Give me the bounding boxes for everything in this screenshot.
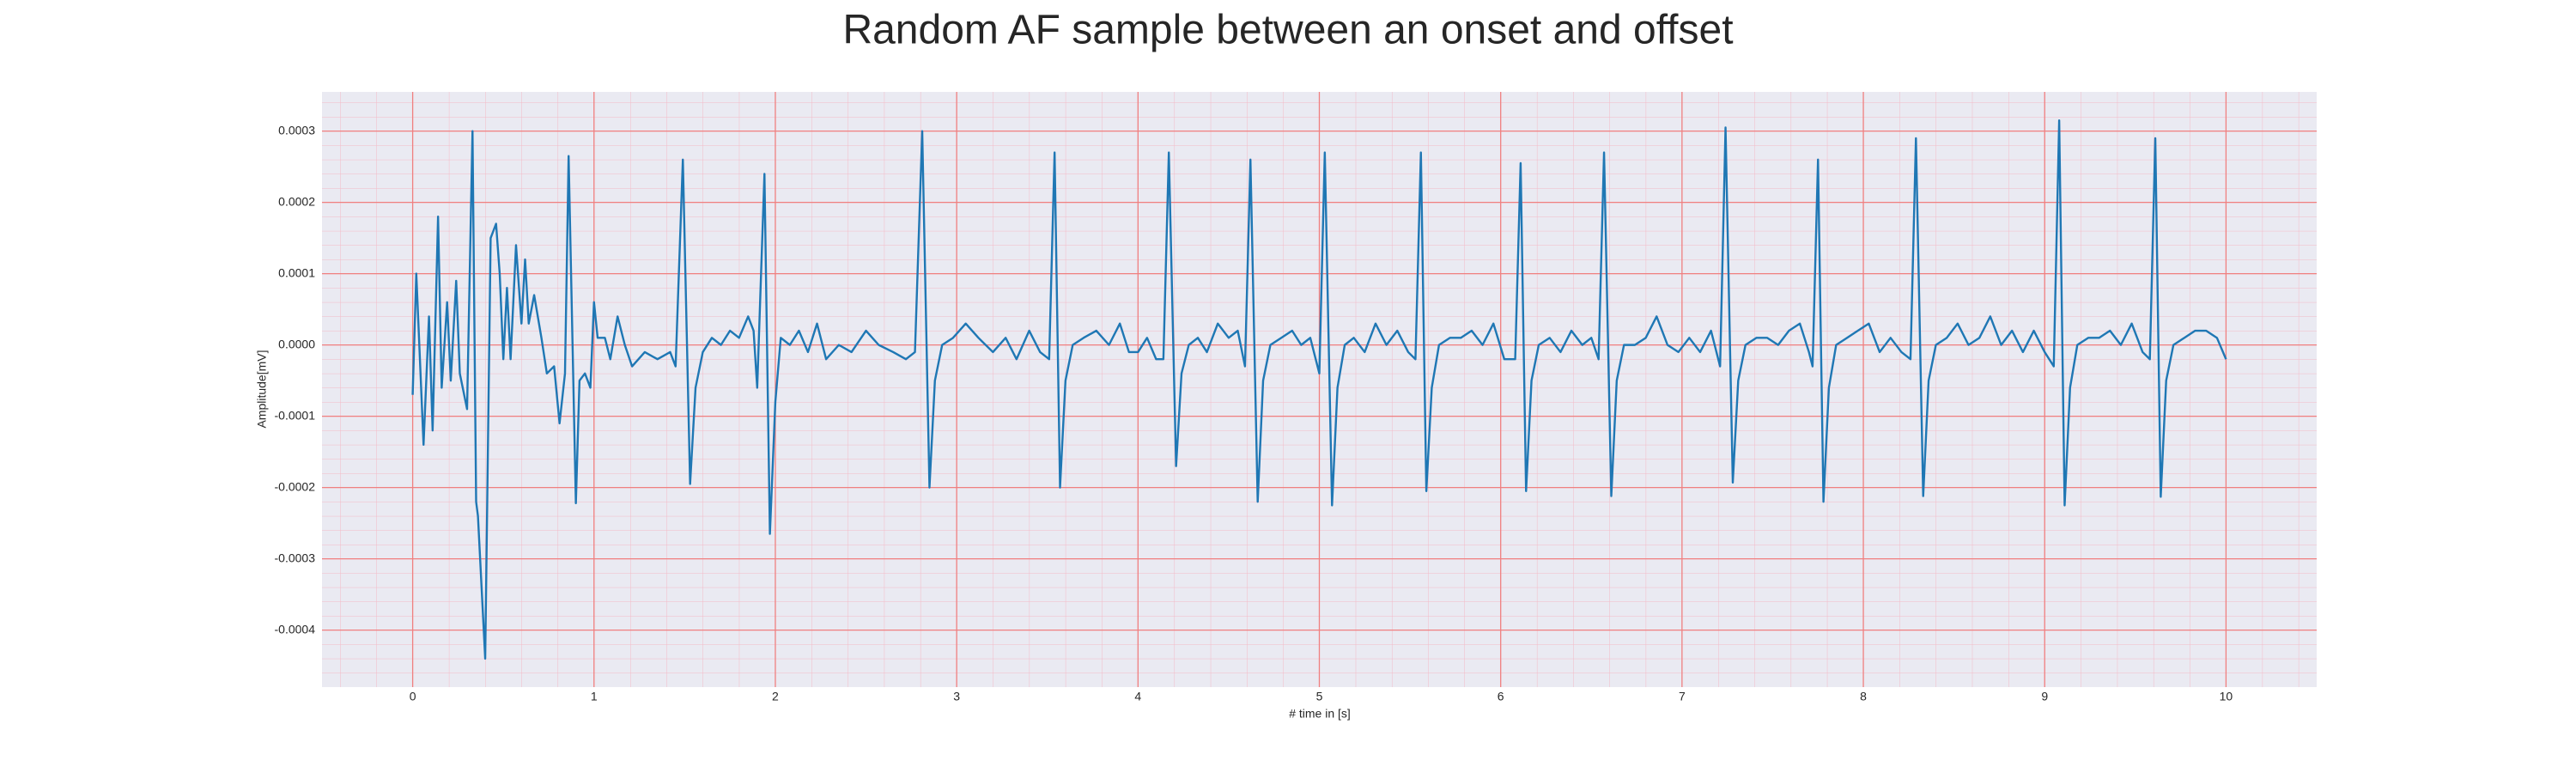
- chart-title: Random AF sample between an onset and of…: [842, 8, 1733, 53]
- y-tick-label: 0.0001: [278, 265, 315, 279]
- x-tick-label: 6: [1498, 690, 1504, 703]
- y-tick-label: -0.0003: [275, 551, 316, 564]
- data-line: [411, 119, 2227, 660]
- x-tick-label: 7: [1679, 690, 1686, 703]
- x-tick-label: 10: [2220, 690, 2233, 703]
- y-tick-label: 0.0000: [278, 337, 315, 350]
- x-axis-label: # time in [s]: [1289, 707, 1351, 721]
- x-tick-label: 2: [772, 690, 779, 703]
- x-tick-label: 3: [953, 690, 960, 703]
- y-tick-label: -0.0004: [275, 622, 316, 636]
- y-tick-label: -0.0001: [275, 408, 316, 422]
- x-tick-label: 1: [591, 690, 598, 703]
- y-tick-label: -0.0002: [275, 479, 316, 493]
- x-tick-label: 5: [1316, 690, 1323, 703]
- x-tick-label: 4: [1134, 690, 1141, 703]
- x-tick-label: 8: [1860, 690, 1867, 703]
- x-tick-label: 0: [410, 690, 416, 703]
- y-axis-label: Amplitude[mV]: [255, 350, 269, 428]
- y-tick-label: 0.0002: [278, 194, 315, 208]
- y-tick-label: 0.0003: [278, 123, 315, 137]
- x-tick-label: 9: [2041, 690, 2048, 703]
